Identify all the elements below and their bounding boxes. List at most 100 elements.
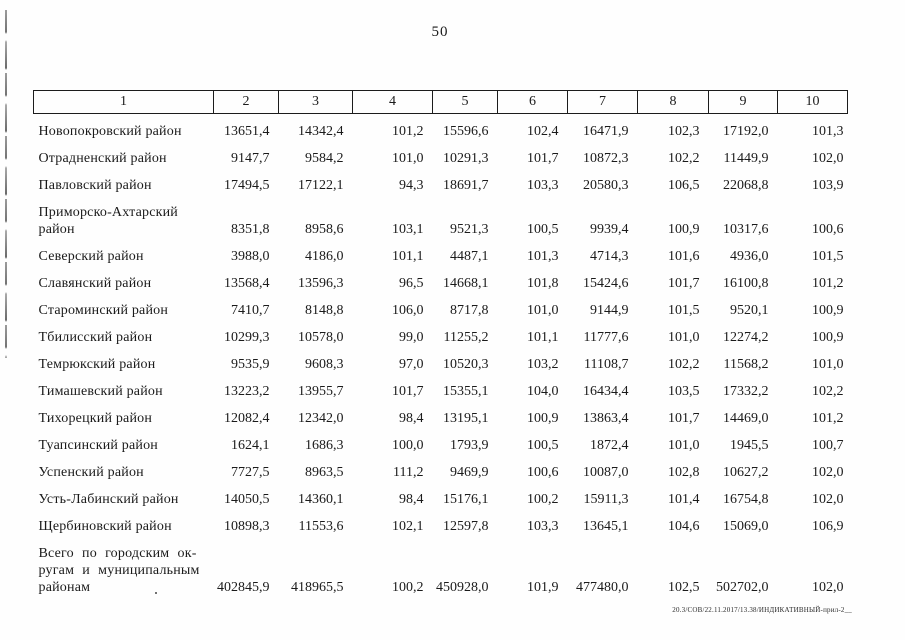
value-cell: 477480,0 (576, 580, 629, 595)
column-header: 8 (637, 90, 709, 114)
table-body: Новопокровский район 13651,4 14342,4 101,2 1… (34, 114, 848, 602)
value-cell: 106,0 (392, 303, 424, 318)
value-cell: 102,4 (527, 124, 559, 139)
table-row: Павловский район 17494,5 17122,1 94,3 18691,… (34, 172, 848, 199)
scan-artifact-line (5, 10, 7, 358)
value-cell: 10520,3 (443, 357, 489, 372)
value-cell: 100,2 (527, 492, 559, 507)
value-cell: 9469,9 (450, 465, 489, 480)
value-cell: 402845,9 (217, 580, 270, 595)
value-cell: 102,0 (812, 151, 844, 166)
column-header: 4 (352, 90, 433, 114)
value-cell: 14360,1 (298, 492, 344, 507)
value-cell: 100,0 (392, 438, 424, 453)
value-cell: 14342,4 (298, 124, 344, 139)
value-cell: 13955,7 (298, 384, 344, 399)
value-cell: 12597,8 (443, 519, 489, 534)
page-number: 50 (431, 24, 449, 40)
value-cell: 9520,1 (730, 303, 769, 318)
value-cell: 100,9 (812, 330, 844, 345)
value-cell: 15176,1 (443, 492, 489, 507)
district-name-cell: Павловский район (38, 178, 152, 193)
value-cell: 100,9 (812, 303, 844, 318)
district-name-cell: Щербиновский район (38, 519, 172, 534)
value-cell: 106,5 (668, 178, 700, 193)
value-cell: 103,5 (668, 384, 700, 399)
value-cell: 13645,1 (583, 519, 629, 534)
value-cell: 13568,4 (224, 276, 270, 291)
district-name-cell: Тбилисский район (38, 330, 153, 345)
value-cell: 10087,0 (583, 465, 629, 480)
value-cell: 22068,8 (723, 178, 769, 193)
value-cell: 102,0 (812, 465, 844, 480)
value-cell: 3988,0 (231, 249, 270, 264)
value-cell: 11568,2 (723, 357, 769, 372)
value-cell: 101,6 (668, 249, 700, 264)
value-cell: 17192,0 (723, 124, 769, 139)
value-cell: 8963,5 (305, 465, 344, 480)
value-cell: 104,6 (668, 519, 700, 534)
value-cell: 100,6 (527, 465, 559, 480)
value-cell: 101,2 (812, 276, 844, 291)
value-cell: 9144,9 (590, 303, 629, 318)
value-cell: 101,5 (812, 249, 844, 264)
value-cell: 1686,3 (305, 438, 344, 453)
value-cell: 11255,2 (443, 330, 489, 345)
table-row: Темрюкский район 9535,9 9608,3 97,0 10520,3 1… (34, 351, 848, 378)
value-cell: 1945,5 (730, 438, 769, 453)
value-cell: 103,3 (527, 178, 559, 193)
value-cell: 4936,0 (730, 249, 769, 264)
district-name-cell: Туапсинский район (38, 438, 158, 453)
value-cell: 15911,3 (583, 492, 629, 507)
value-cell: 20580,3 (583, 178, 629, 193)
column-header: 7 (567, 90, 638, 114)
value-cell: 98,4 (399, 411, 424, 426)
value-cell: 15355,1 (443, 384, 489, 399)
value-cell: 10299,3 (224, 330, 270, 345)
value-cell: 101,7 (527, 151, 559, 166)
value-cell: 418965,5 (291, 580, 344, 595)
column-header: 6 (497, 90, 568, 114)
column-header: 10 (777, 90, 848, 114)
value-cell: 8717,8 (450, 303, 489, 318)
value-cell: 14668,1 (443, 276, 489, 291)
value-cell: 96,5 (399, 276, 424, 291)
district-name-cell: Новопокровский район (38, 124, 182, 139)
value-cell: 4714,3 (590, 249, 629, 264)
column-header: 3 (278, 90, 353, 114)
value-cell: 101,7 (668, 411, 700, 426)
value-cell: 13651,4 (224, 124, 270, 139)
value-cell: 10898,3 (224, 519, 270, 534)
value-cell: 13863,4 (583, 411, 629, 426)
value-cell: 103,9 (812, 178, 844, 193)
value-cell: 101,0 (392, 151, 424, 166)
value-cell: 10872,3 (583, 151, 629, 166)
value-cell: 4487,1 (450, 249, 489, 264)
value-cell: 101,2 (392, 124, 424, 139)
value-cell: 16100,8 (723, 276, 769, 291)
value-cell: 14050,5 (224, 492, 270, 507)
district-name-cell: Тимашевский район (38, 384, 163, 399)
value-cell: 101,1 (527, 330, 559, 345)
footer-note: 20.3/СОВ/22.11.2017/13.38/ИНДИКАТИВНЫЙ-п… (672, 606, 852, 614)
table-row: Усть-Лабинский район 14050,5 14360,1 98,4 15… (34, 486, 848, 513)
district-name-cell: Приморско-Ахтарский район (38, 205, 178, 237)
value-cell: 18691,7 (443, 178, 489, 193)
district-name-cell: Темрюкский район (38, 357, 156, 372)
value-cell: 9535,9 (231, 357, 270, 372)
value-cell: 102,5 (668, 580, 700, 595)
value-cell: 100,9 (668, 222, 700, 237)
district-name-cell: Северский район (38, 249, 144, 264)
value-cell: 103,1 (392, 222, 424, 237)
table-row: Тихорецкий район 12082,4 12342,0 98,4 13195,… (34, 405, 848, 432)
district-name-cell: Усть-Лабинский район (38, 492, 179, 507)
value-cell: 101,1 (392, 249, 424, 264)
value-cell: 11108,7 (584, 357, 629, 372)
value-cell: 15069,0 (723, 519, 769, 534)
value-cell: 17122,1 (298, 178, 344, 193)
value-cell: 17332,2 (723, 384, 769, 399)
value-cell: 12082,4 (224, 411, 270, 426)
value-cell: 100,9 (527, 411, 559, 426)
value-cell: 10317,6 (723, 222, 769, 237)
value-cell: 102,2 (668, 151, 700, 166)
